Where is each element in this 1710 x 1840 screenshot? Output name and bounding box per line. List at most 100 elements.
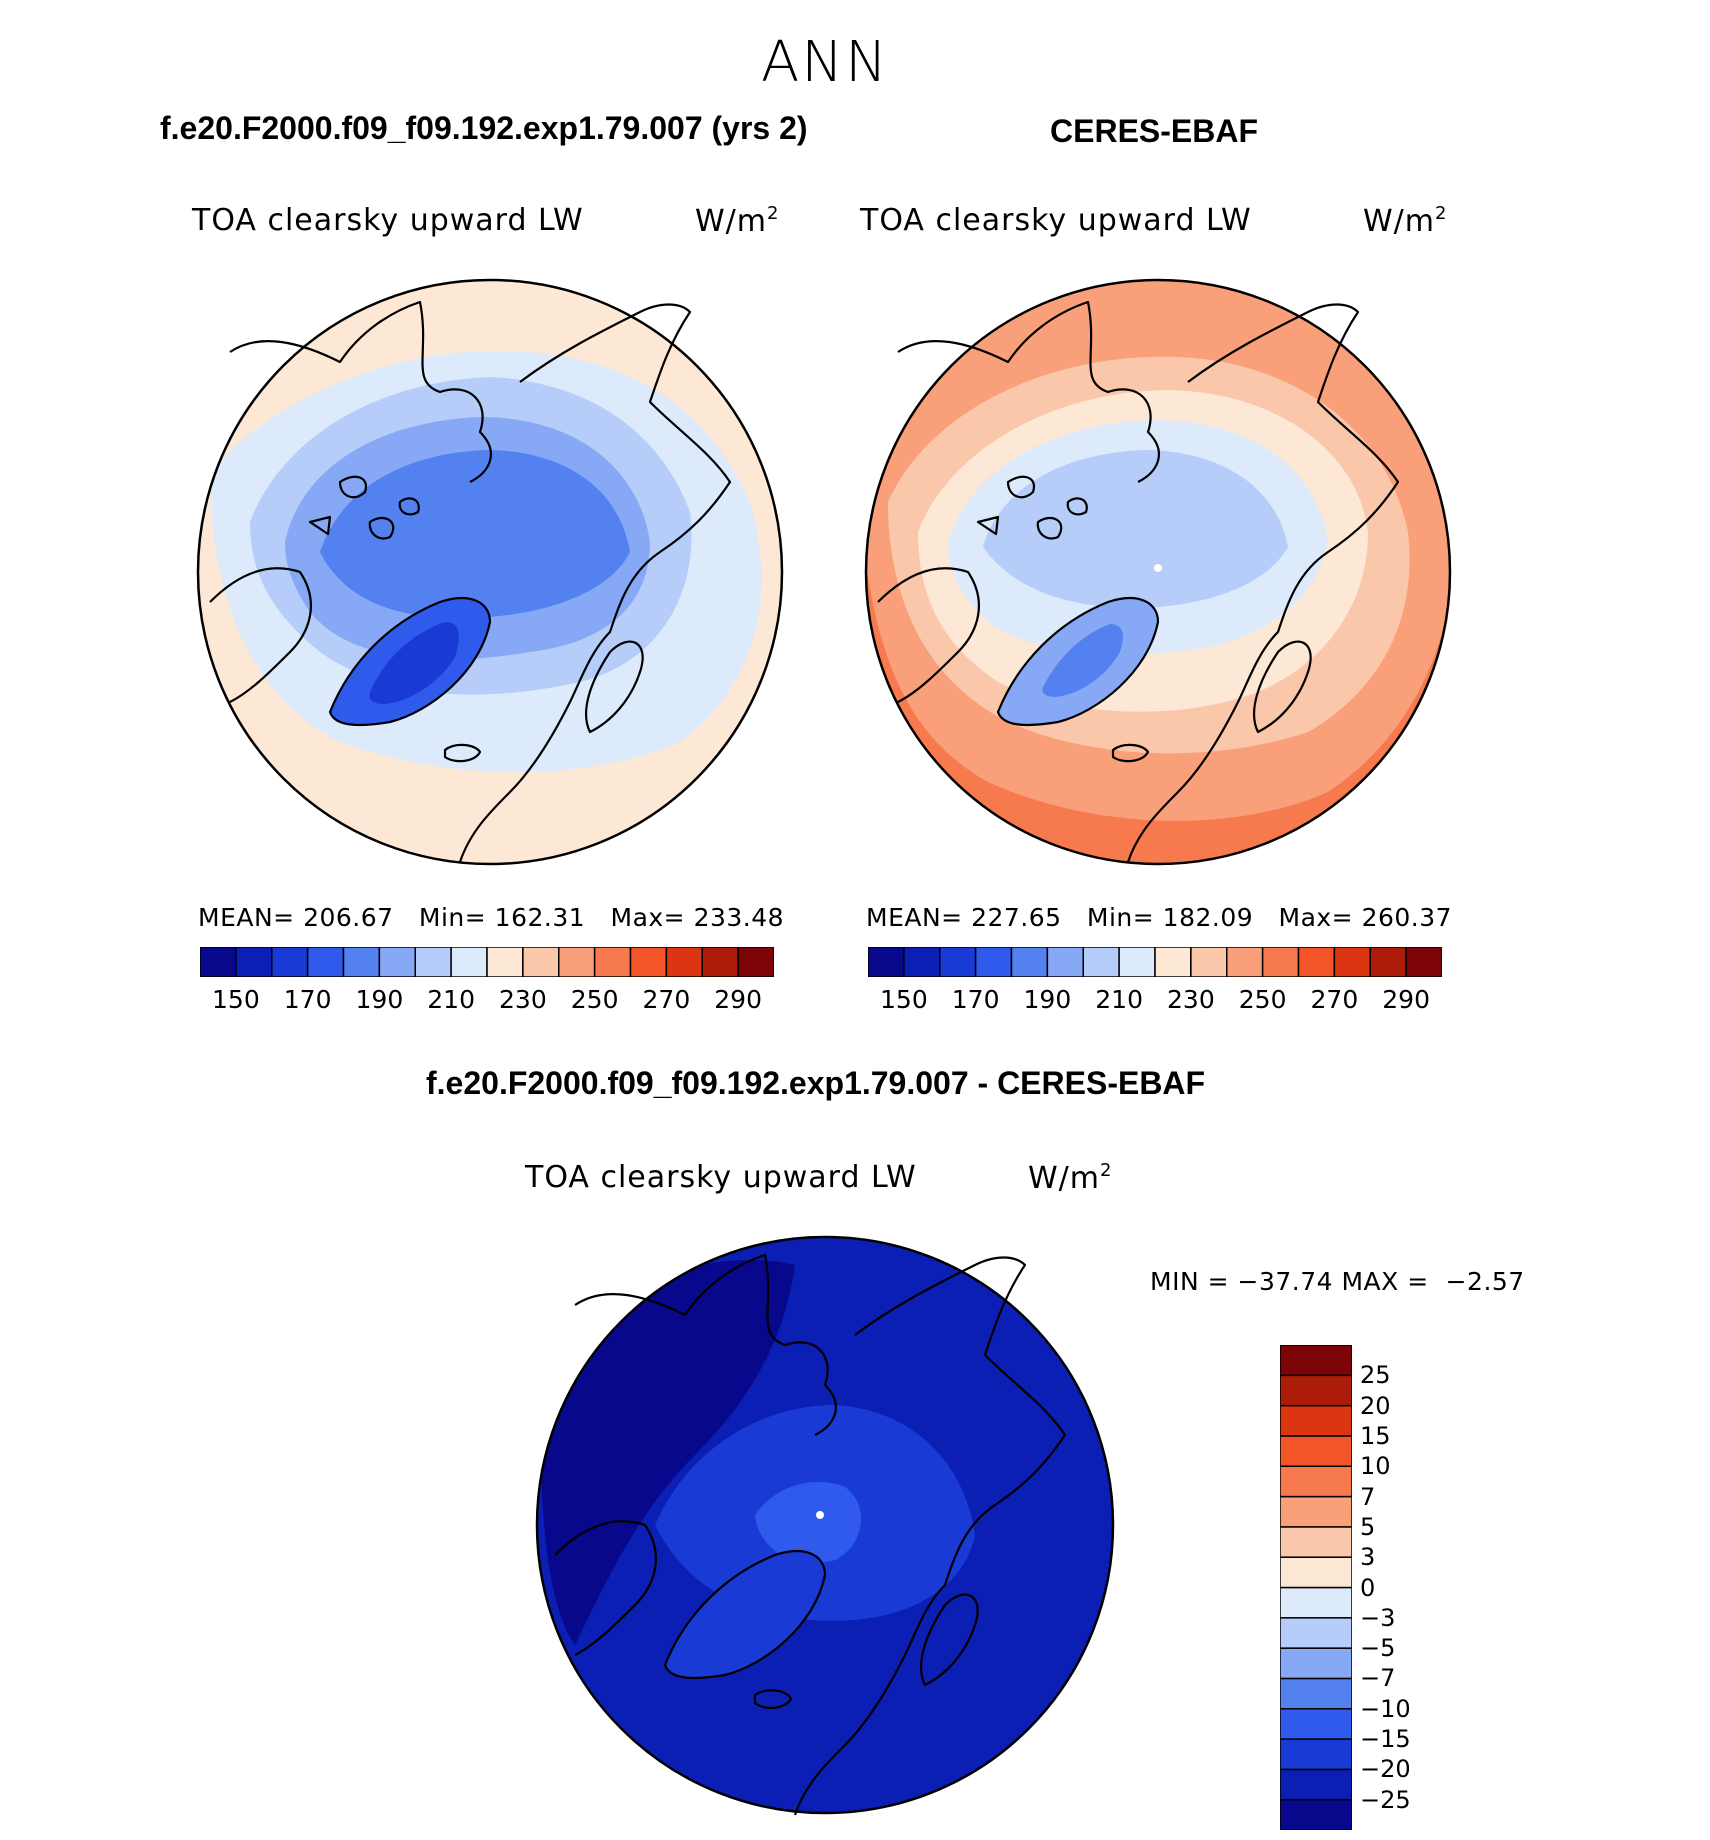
p3-coast-iceland bbox=[753, 1689, 793, 1709]
panel3-subtitle: TOA clearsky upward LW bbox=[525, 1160, 917, 1195]
colorbar-tick-label: 170 bbox=[283, 985, 332, 1014]
panel3-stats: MIN = −37.74 MAX = −2.57 bbox=[1150, 1267, 1525, 1296]
colorbar-tick-label: 270 bbox=[642, 985, 691, 1014]
colorbar-tick-label: 290 bbox=[1382, 985, 1430, 1014]
colorbar-swatch bbox=[1333, 947, 1371, 977]
p2-coast-america bbox=[877, 300, 1160, 703]
p1-coast-islands bbox=[308, 475, 420, 540]
panel3-title: f.e20.F2000.f09_f09.192.exp1.79.007 - CE… bbox=[426, 1065, 1206, 1101]
colorbar-tick-label: 170 bbox=[951, 985, 1000, 1014]
colorbar-tick-label: −20 bbox=[1360, 1755, 1411, 1784]
colorbar-swatch bbox=[737, 947, 774, 977]
colorbar-tick-label: 190 bbox=[1023, 985, 1072, 1014]
colorbar-swatch bbox=[235, 947, 273, 977]
panel2-stats: MEAN= 227.65 Min= 182.09 Max= 260.37 bbox=[866, 903, 1453, 932]
colorbar-swatch bbox=[200, 947, 237, 977]
colorbar-tick-label: −25 bbox=[1360, 1785, 1411, 1814]
p3-coast-america bbox=[554, 1253, 837, 1656]
colorbar-swatch bbox=[939, 947, 977, 977]
panel1-colorbar bbox=[200, 947, 774, 977]
panel2-title: CERES-EBAF bbox=[1050, 113, 1259, 149]
colorbar-swatch bbox=[701, 947, 739, 977]
colorbar-tick-label: −3 bbox=[1360, 1603, 1396, 1632]
panel1-title: f.e20.F2000.f09_f09.192.exp1.79.007 (yrs… bbox=[160, 110, 808, 146]
p2-field-greenland-core bbox=[1042, 624, 1123, 697]
panel3-map bbox=[535, 1235, 1115, 1816]
panel1-colorbar-ticks: 150 170 190 210 230 250 270 290 bbox=[200, 985, 774, 1019]
colorbar-swatch bbox=[378, 947, 416, 977]
p3-field-pole bbox=[755, 1482, 862, 1563]
colorbar-tick-label: 290 bbox=[714, 985, 762, 1014]
colorbar-swatch bbox=[665, 947, 703, 977]
colorbar-tick-label: −7 bbox=[1360, 1664, 1396, 1693]
colorbar-swatch bbox=[1082, 947, 1120, 977]
colorbar-swatch bbox=[1280, 1345, 1352, 1377]
colorbar-swatch bbox=[1280, 1374, 1352, 1407]
colorbar-swatch bbox=[271, 947, 309, 977]
colorbar-tick-label: 230 bbox=[1167, 985, 1215, 1014]
p1-map-border bbox=[196, 278, 784, 866]
colorbar-tick-label: 230 bbox=[499, 985, 547, 1014]
colorbar-swatch bbox=[1280, 1586, 1352, 1619]
colorbar-swatch bbox=[1280, 1435, 1352, 1467]
colorbar-swatch bbox=[868, 947, 905, 977]
p3-field-land-america bbox=[541, 1259, 795, 1645]
p1-field-band4 bbox=[320, 450, 630, 619]
colorbar-tick-label: 0 bbox=[1360, 1573, 1376, 1602]
p3-pole-dot bbox=[816, 1511, 824, 1519]
colorbar-tick-label: 270 bbox=[1310, 985, 1359, 1014]
colorbar-swatch bbox=[1118, 947, 1156, 977]
panel2-colorbar bbox=[868, 947, 1442, 977]
panel1-map bbox=[196, 278, 784, 866]
p2-field-band5 bbox=[983, 450, 1288, 608]
colorbar-swatch bbox=[1280, 1647, 1352, 1680]
p1-coast-iceland bbox=[443, 743, 482, 763]
panel2-colorbar-ticks: 150 170 190 210 230 250 270 290 bbox=[868, 985, 1442, 1019]
colorbar-swatch bbox=[1280, 1465, 1352, 1498]
p2-coast-iceland bbox=[1111, 743, 1150, 763]
colorbar-swatch bbox=[1280, 1526, 1352, 1558]
colorbar-tick-label: 250 bbox=[570, 985, 619, 1014]
colorbar-swatch bbox=[1280, 1768, 1352, 1801]
colorbar-swatch bbox=[1280, 1677, 1352, 1710]
colorbar-swatch bbox=[1280, 1495, 1352, 1528]
colorbar-tick-label: 5 bbox=[1360, 1512, 1376, 1541]
p1-coast-eurasia bbox=[458, 303, 732, 863]
panel2-units: W/m2 bbox=[1363, 203, 1448, 239]
p1-field-greenland-core bbox=[369, 622, 459, 704]
panel1-units: W/m2 bbox=[695, 203, 780, 239]
colorbar-swatch bbox=[414, 947, 452, 977]
p3-coast-greenland bbox=[663, 1550, 827, 1680]
panel3-colorbar bbox=[1280, 1345, 1352, 1830]
colorbar-swatch bbox=[1046, 947, 1084, 977]
panel2-map bbox=[864, 278, 1452, 866]
p1-coast-scandinavia bbox=[585, 640, 644, 734]
colorbar-tick-label: 7 bbox=[1360, 1482, 1376, 1511]
colorbar-swatch bbox=[1280, 1617, 1352, 1649]
colorbar-swatch bbox=[306, 947, 345, 977]
colorbar-swatch bbox=[1190, 947, 1228, 977]
colorbar-tick-label: −15 bbox=[1360, 1725, 1411, 1754]
colorbar-tick-label: 150 bbox=[880, 985, 928, 1014]
colorbar-tick-label: 150 bbox=[212, 985, 260, 1014]
colorbar-swatch bbox=[342, 947, 381, 977]
p3-map-border bbox=[535, 1235, 1115, 1815]
colorbar-swatch bbox=[522, 947, 560, 977]
colorbar-swatch bbox=[1280, 1708, 1352, 1740]
p3-field-greenland bbox=[665, 1551, 825, 1678]
colorbar-swatch bbox=[1010, 947, 1049, 977]
panel1-stats: MEAN= 206.67 Min= 162.31 Max= 233.48 bbox=[198, 903, 785, 932]
p2-pole-dot bbox=[1154, 564, 1162, 572]
colorbar-tick-label: 20 bbox=[1360, 1391, 1391, 1420]
colorbar-swatch bbox=[629, 947, 668, 977]
colorbar-swatch bbox=[974, 947, 1013, 977]
colorbar-swatch bbox=[1405, 947, 1442, 977]
p1-coast-america bbox=[209, 300, 492, 703]
colorbar-swatch bbox=[1226, 947, 1264, 977]
colorbar-tick-label: 250 bbox=[1238, 985, 1287, 1014]
colorbar-tick-label: 10 bbox=[1360, 1452, 1391, 1481]
colorbar-tick-label: 3 bbox=[1360, 1543, 1376, 1572]
colorbar-tick-label: 15 bbox=[1360, 1421, 1391, 1450]
colorbar-swatch bbox=[558, 947, 596, 977]
colorbar-tick-label: 190 bbox=[355, 985, 404, 1014]
